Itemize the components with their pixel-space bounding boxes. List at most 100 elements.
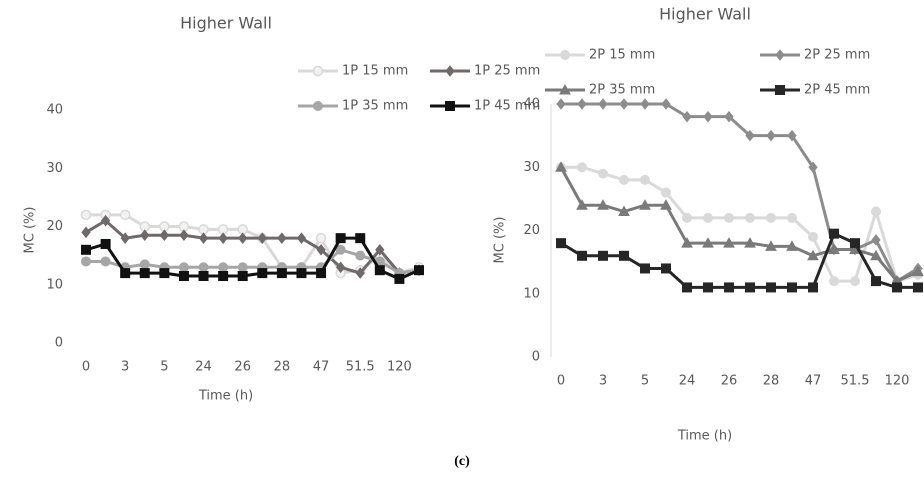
marker bbox=[745, 129, 755, 142]
marker bbox=[682, 282, 692, 293]
marker bbox=[766, 129, 776, 142]
legend-label: 1P 35 mm bbox=[342, 99, 408, 114]
marker bbox=[829, 228, 839, 239]
series-line bbox=[559, 166, 919, 283]
legend-label: 2P 45 mm bbox=[804, 83, 870, 98]
x-tick-label: 51.5 bbox=[841, 374, 870, 389]
marker bbox=[702, 237, 714, 248]
marker bbox=[682, 110, 692, 123]
marker bbox=[179, 229, 189, 242]
marker bbox=[870, 249, 882, 261]
x-tick-label: 0 bbox=[82, 360, 90, 375]
marker bbox=[178, 271, 189, 282]
marker bbox=[660, 199, 672, 210]
marker bbox=[198, 262, 209, 273]
marker bbox=[913, 282, 923, 293]
marker bbox=[807, 249, 819, 261]
marker bbox=[723, 237, 735, 248]
marker bbox=[237, 271, 248, 282]
legend-marker bbox=[313, 101, 323, 111]
marker bbox=[316, 268, 327, 279]
marker bbox=[598, 98, 608, 110]
x-tick-label: 120 bbox=[387, 360, 412, 375]
marker bbox=[724, 110, 734, 123]
y-tick-label: 10 bbox=[523, 286, 540, 301]
chart-title: Higher Wall bbox=[180, 14, 272, 33]
marker bbox=[140, 229, 150, 242]
legend-marker bbox=[445, 65, 455, 77]
legend-marker bbox=[775, 49, 785, 61]
caption: (c) bbox=[454, 454, 470, 469]
legend-marker bbox=[445, 101, 455, 111]
marker bbox=[198, 271, 209, 282]
marker bbox=[703, 282, 713, 293]
marker bbox=[766, 282, 776, 293]
x-tick-label: 120 bbox=[885, 374, 910, 389]
marker bbox=[296, 232, 307, 244]
marker bbox=[619, 98, 629, 110]
x-tick-label: 47 bbox=[805, 374, 822, 389]
x-tick-label: 28 bbox=[763, 374, 780, 389]
marker bbox=[598, 168, 608, 179]
marker bbox=[703, 212, 713, 223]
marker bbox=[576, 199, 588, 210]
marker bbox=[218, 271, 229, 282]
marker bbox=[577, 162, 587, 173]
marker bbox=[619, 250, 629, 261]
marker bbox=[556, 238, 566, 249]
marker bbox=[81, 226, 91, 239]
marker bbox=[661, 187, 671, 198]
x-tick-label: 5 bbox=[160, 360, 168, 375]
y-tick-label: 30 bbox=[523, 160, 540, 175]
marker bbox=[139, 268, 150, 279]
marker bbox=[724, 282, 734, 293]
marker bbox=[159, 229, 169, 242]
marker bbox=[871, 206, 881, 217]
marker bbox=[766, 212, 776, 223]
x-tick-label: 3 bbox=[599, 374, 607, 389]
marker bbox=[787, 282, 797, 293]
legend-marker bbox=[775, 85, 785, 95]
x-tick-label: 24 bbox=[679, 374, 696, 389]
legend-marker bbox=[560, 50, 570, 60]
marker bbox=[81, 256, 91, 267]
marker bbox=[640, 174, 650, 185]
marker bbox=[159, 268, 170, 279]
marker bbox=[871, 234, 881, 246]
y-axis-label: MC (%) bbox=[23, 207, 38, 254]
y-tick-label: 40 bbox=[46, 103, 63, 118]
marker bbox=[640, 98, 650, 110]
marker bbox=[808, 161, 818, 174]
marker bbox=[555, 161, 567, 172]
marker bbox=[871, 276, 881, 287]
marker bbox=[640, 263, 650, 274]
x-axis-label: Time (h) bbox=[198, 389, 253, 404]
marker bbox=[375, 243, 385, 256]
marker bbox=[787, 212, 797, 223]
marker bbox=[335, 244, 346, 255]
x-axis-label: Time (h) bbox=[677, 429, 732, 444]
marker bbox=[597, 199, 609, 210]
x-tick-label: 0 bbox=[557, 374, 565, 389]
marker bbox=[414, 265, 424, 276]
marker bbox=[745, 282, 755, 293]
x-tick-label: 26 bbox=[234, 360, 251, 375]
marker bbox=[808, 282, 818, 293]
marker bbox=[787, 129, 797, 142]
marker bbox=[724, 212, 734, 223]
marker bbox=[120, 268, 131, 279]
marker bbox=[556, 98, 566, 110]
marker bbox=[682, 212, 692, 223]
marker bbox=[100, 256, 111, 267]
series-line bbox=[561, 165, 919, 283]
marker bbox=[374, 265, 385, 276]
legend-marker bbox=[312, 65, 324, 77]
marker bbox=[577, 250, 587, 261]
marker bbox=[277, 232, 287, 244]
legend-label: 2P 25 mm bbox=[804, 48, 870, 63]
x-tick-label: 51.5 bbox=[346, 360, 375, 375]
marker bbox=[703, 110, 713, 123]
marker bbox=[355, 250, 366, 261]
marker bbox=[577, 98, 587, 110]
